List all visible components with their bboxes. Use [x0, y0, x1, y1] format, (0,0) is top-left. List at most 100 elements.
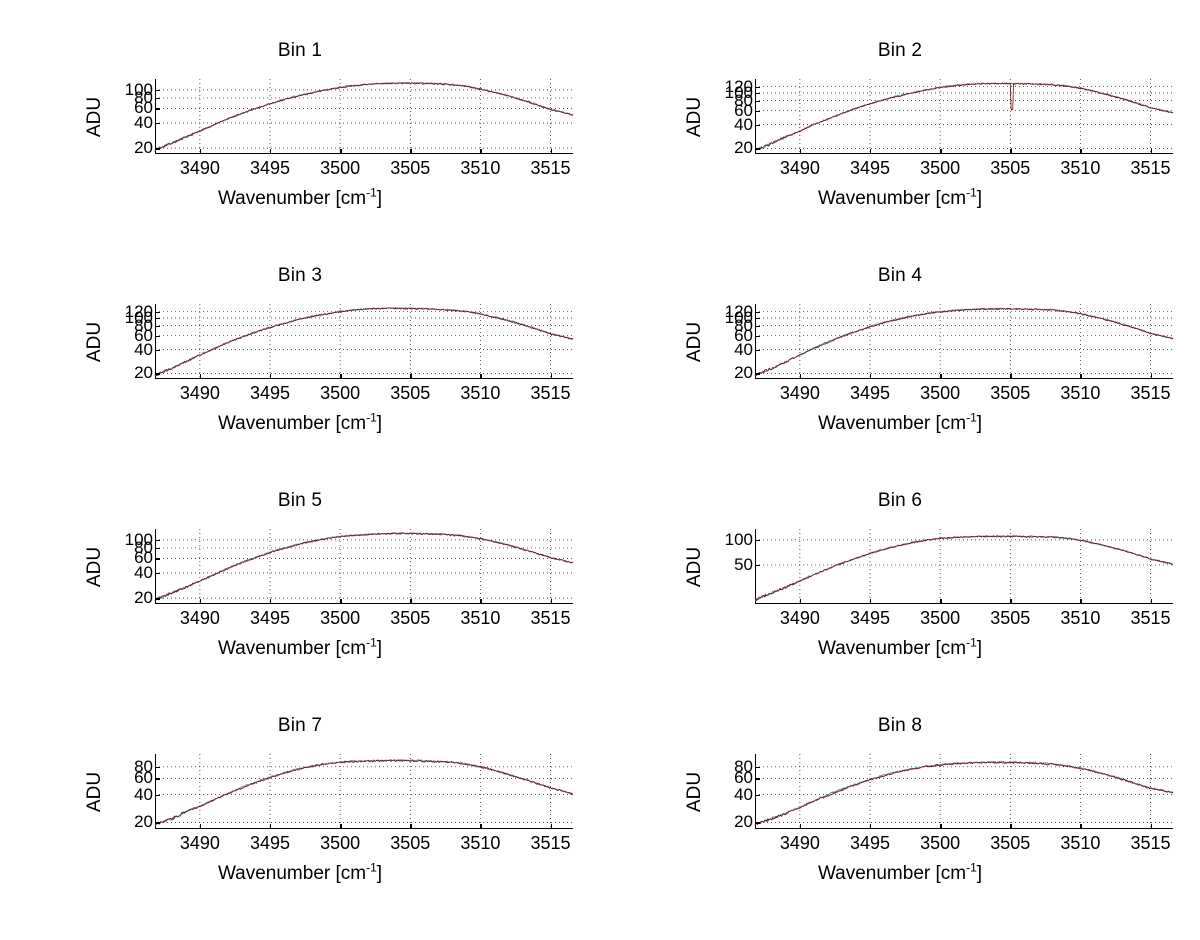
y-tick-mark — [755, 335, 760, 337]
x-axis-label-exponent: -1 — [966, 410, 977, 425]
x-tick-mark — [410, 374, 412, 379]
y-tick-label: 40 — [734, 339, 753, 359]
x-axis-label-text: Wavenumber [cm — [817, 188, 967, 209]
y-tick-mark — [755, 110, 760, 112]
x-tick-label: 3500 — [920, 383, 961, 403]
x-tick-label: 3490 — [779, 608, 820, 628]
y-tick-mark — [155, 325, 160, 328]
panel-title: Bin 8 — [877, 715, 923, 736]
x-tick-label: 3490 — [179, 383, 220, 403]
x-tick-mark — [940, 599, 942, 604]
panel-title: Bin 3 — [277, 265, 323, 286]
x-tick-label: 3515 — [530, 608, 571, 628]
y-tick-mark — [155, 108, 160, 110]
x-tick-label: 3515 — [530, 383, 571, 403]
y-tick-labels: 100 50 — [695, 529, 753, 604]
y-tick-mark — [155, 598, 160, 600]
y-tick-mark — [755, 794, 760, 797]
y-tick-mark — [755, 539, 760, 542]
x-axis-label-bracket: ] — [376, 188, 383, 209]
x-tick-mark — [340, 374, 342, 379]
x-tick-label: 3500 — [320, 383, 361, 403]
y-tick-label: 20 — [134, 588, 153, 608]
x-tick-label: 3500 — [920, 833, 961, 853]
x-tick-label: 3505 — [390, 608, 431, 628]
y-tick-mark — [755, 317, 760, 320]
x-tick-mark — [270, 599, 272, 604]
x-axis-label-bracket: ] — [376, 863, 383, 884]
x-tick-mark — [870, 824, 872, 829]
x-tick-label: 3500 — [320, 608, 361, 628]
y-tick-mark — [155, 349, 160, 351]
x-tick-labels: 3490 3495 3500 3505 3510 3515 — [755, 158, 1173, 182]
x-axis-label-bracket: ] — [376, 413, 383, 434]
y-tick-label: 80 — [734, 756, 753, 776]
x-axis-label-bracket: ] — [976, 638, 983, 659]
axes-frame — [755, 529, 1173, 604]
y-tick-mark — [155, 766, 160, 769]
x-tick-label: 3505 — [990, 158, 1031, 178]
x-tick-label: 3495 — [849, 158, 891, 178]
x-tick-mark — [1010, 599, 1012, 604]
plot-area — [755, 79, 1173, 154]
x-tick-label: 3515 — [1130, 833, 1171, 853]
y-tick-mark — [755, 349, 760, 351]
x-tick-mark — [270, 824, 272, 829]
data-series-spectrum-secondary — [755, 535, 1173, 601]
y-tick-label: 20 — [734, 812, 753, 832]
data-series-spectrum-primary — [755, 536, 1173, 601]
y-tick-mark — [755, 124, 760, 126]
y-tick-mark — [155, 317, 160, 320]
x-tick-mark — [270, 149, 272, 154]
plot-area — [755, 529, 1173, 604]
x-axis-label: Wavenumber [cm-1] — [0, 862, 600, 885]
y-tick-label: 60 — [734, 325, 753, 345]
y-tick-mark — [155, 373, 160, 375]
x-tick-mark — [550, 374, 552, 379]
x-tick-mark — [410, 824, 412, 829]
x-tick-labels: 3490 3495 3500 3505 3510 3515 — [155, 383, 573, 407]
x-axis-label: Wavenumber [cm-1] — [0, 187, 600, 210]
plot-panel-bin-5: Bin 5 ADU 100 80 60 40 20 3490 3495 3500 3505 3510 3… — [0, 490, 600, 715]
y-tick-label: 20 — [734, 138, 753, 158]
y-tick-label: 100 — [724, 307, 753, 327]
x-tick-label: 3515 — [1130, 383, 1171, 403]
y-tick-label: 20 — [134, 138, 153, 158]
x-tick-label: 3495 — [249, 383, 291, 403]
x-axis-label-bracket: ] — [976, 188, 983, 209]
y-tick-label: 80 — [134, 315, 153, 335]
data-series-spectrum-secondary — [155, 532, 573, 600]
x-axis-label: Wavenumber [cm-1] — [0, 637, 600, 660]
x-axis-label: Wavenumber [cm-1] — [600, 187, 1200, 210]
axes-area — [755, 304, 1173, 379]
panel-title: Bin 1 — [277, 40, 323, 61]
x-tick-label: 3505 — [990, 383, 1031, 403]
x-axis-label-text: Wavenumber [cm — [217, 638, 367, 659]
x-tick-mark — [410, 599, 412, 604]
y-tick-labels: 120 100 80 60 40 20 — [695, 301, 753, 383]
x-tick-mark — [199, 824, 202, 829]
x-tick-mark — [480, 824, 482, 829]
x-tick-mark — [1080, 149, 1082, 154]
x-tick-mark — [1080, 599, 1082, 604]
plot-panel-bin-7: Bin 7 ADU 80 60 40 20 3490 3495 3500 3505 3510 3515… — [0, 715, 600, 940]
y-tick-label: 40 — [734, 784, 753, 804]
y-tick-label: 100 — [724, 529, 753, 549]
x-axis-label-text: Wavenumber [cm — [217, 413, 367, 434]
y-tick-label: 40 — [134, 784, 153, 804]
y-tick-mark — [155, 311, 160, 314]
panel-title: Bin 5 — [277, 490, 323, 511]
y-tick-labels: 120 100 80 60 40 20 — [95, 303, 153, 382]
y-tick-label: 60 — [134, 548, 153, 568]
y-tick-label: 20 — [134, 812, 153, 832]
plot-panel-bin-1: Bin 1 ADU 100 80 60 40 20 3490 3495 3500 3505 3510 3… — [0, 40, 600, 265]
x-tick-mark — [480, 599, 482, 604]
y-tick-mark — [155, 778, 160, 780]
y-tick-mark — [755, 86, 760, 89]
y-tick-mark — [155, 794, 160, 797]
x-tick-mark — [1150, 824, 1152, 829]
x-tick-label: 3510 — [1060, 158, 1101, 178]
y-tick-label: 20 — [734, 363, 753, 383]
x-tick-label: 3495 — [249, 833, 291, 853]
y-tick-label: 120 — [724, 301, 753, 321]
